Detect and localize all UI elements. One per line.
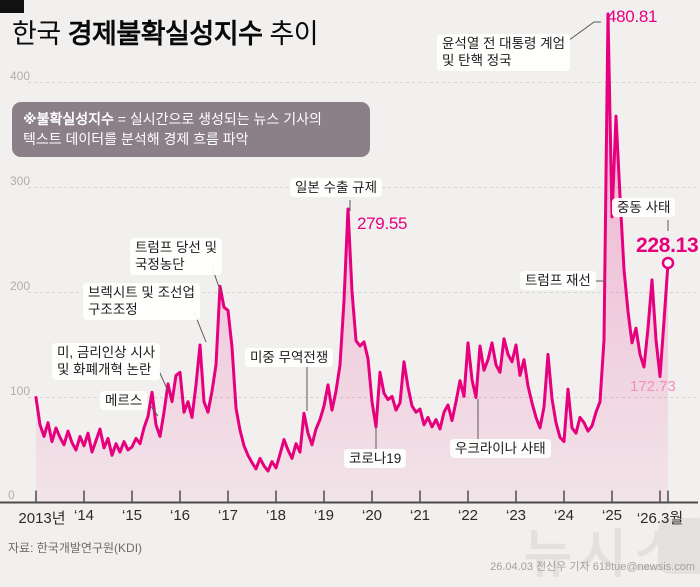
annotation-japan-export: 일본 수출 규제	[290, 178, 383, 198]
x-axis-label: ‘26.3월	[636, 510, 684, 527]
x-axis-label: ‘19	[313, 507, 335, 524]
newsis-watermark: 뉴시스	[524, 526, 689, 584]
annotation-brexit: 브렉시트 및 조선업 구조조정	[83, 283, 200, 320]
annotation-covid: 코로나19	[344, 449, 407, 469]
latest-point-marker	[661, 256, 675, 270]
x-axis-label: ‘14	[73, 507, 95, 524]
y-axis-label: 300	[10, 173, 31, 188]
x-axis	[0, 490, 698, 504]
x-axis-label: ‘16	[169, 507, 191, 524]
annotation-middle-east: 중동 사태	[612, 198, 676, 218]
data-series	[34, 12, 675, 503]
series-area	[36, 14, 668, 503]
page-title: 한국 경제불확실성지수 추이	[12, 12, 319, 51]
x-axis-label: 2013년	[18, 510, 66, 527]
x-axis-label: ‘18	[265, 507, 287, 524]
y-axis-label: 200	[10, 278, 31, 293]
annotation-martial-law: 윤석열 전 대통령 계엄 및 탄핵 정국	[437, 34, 571, 71]
pointer-us-rate	[158, 370, 169, 392]
annotation-trump-reelection: 트럼프 재선	[520, 271, 596, 291]
annotation-us-rate: 미, 금리인상 시사 및 화폐개혁 논란	[52, 343, 161, 380]
title-prefix: 한국	[12, 19, 68, 49]
annotation-pointers	[149, 21, 669, 449]
x-axis-label: ‘23	[505, 507, 527, 524]
x-axis-label: ‘25	[601, 507, 623, 524]
annotation-ukraine: 우크라이나 사태	[450, 439, 551, 459]
x-axis-label: ‘17	[217, 507, 239, 524]
annotation-trump-election: 트럼프 당선 및 국정농단	[130, 238, 223, 275]
value-previous: 172.73	[630, 378, 676, 395]
newsis-symbol	[658, 518, 700, 574]
pointer-martial-law	[560, 21, 601, 47]
x-axis-label: ‘15	[121, 507, 143, 524]
x-axis-label: ‘22	[457, 507, 479, 524]
series-line	[34, 12, 670, 473]
source-credit: 자료: 한국개발연구원(KDI)	[8, 541, 143, 555]
index-definition-box: ※불확실성지수 = 실시간으로 생성되는 뉴스 기사의 텍스트 데이터를 분석해…	[12, 102, 370, 157]
x-axis-label: ‘20	[361, 507, 383, 524]
annotation-trade-war: 미중 무역전쟁	[245, 348, 334, 368]
value-japan-peak: 279.55	[357, 214, 408, 233]
value-martial-peak: 480.81	[607, 7, 658, 26]
y-axis-label: 400	[10, 68, 31, 83]
y-axis-label: 100	[10, 383, 31, 398]
x-axis-label: ‘21	[409, 507, 431, 524]
reporter-byline: 26.04.03 전신우 기자 618tue@newsis.com	[490, 561, 695, 573]
corner-mark	[0, 0, 24, 13]
y-axis-zero-label: 0	[8, 488, 15, 502]
value-latest: 228.13	[636, 234, 699, 257]
x-axis-label: ‘24	[553, 507, 575, 524]
title-suffix: 추이	[262, 19, 319, 49]
title-emphasis: 경제불확실성지수	[67, 19, 263, 49]
pointer-mers	[149, 404, 159, 417]
definition-text: = 실시간으로 생성되는 뉴스 기사의 텍스트 데이터를 분석해 경제 흐름 파…	[23, 111, 322, 148]
annotation-mers: 메르스	[100, 391, 148, 411]
definition-term: ※불확실성지수	[23, 111, 114, 127]
